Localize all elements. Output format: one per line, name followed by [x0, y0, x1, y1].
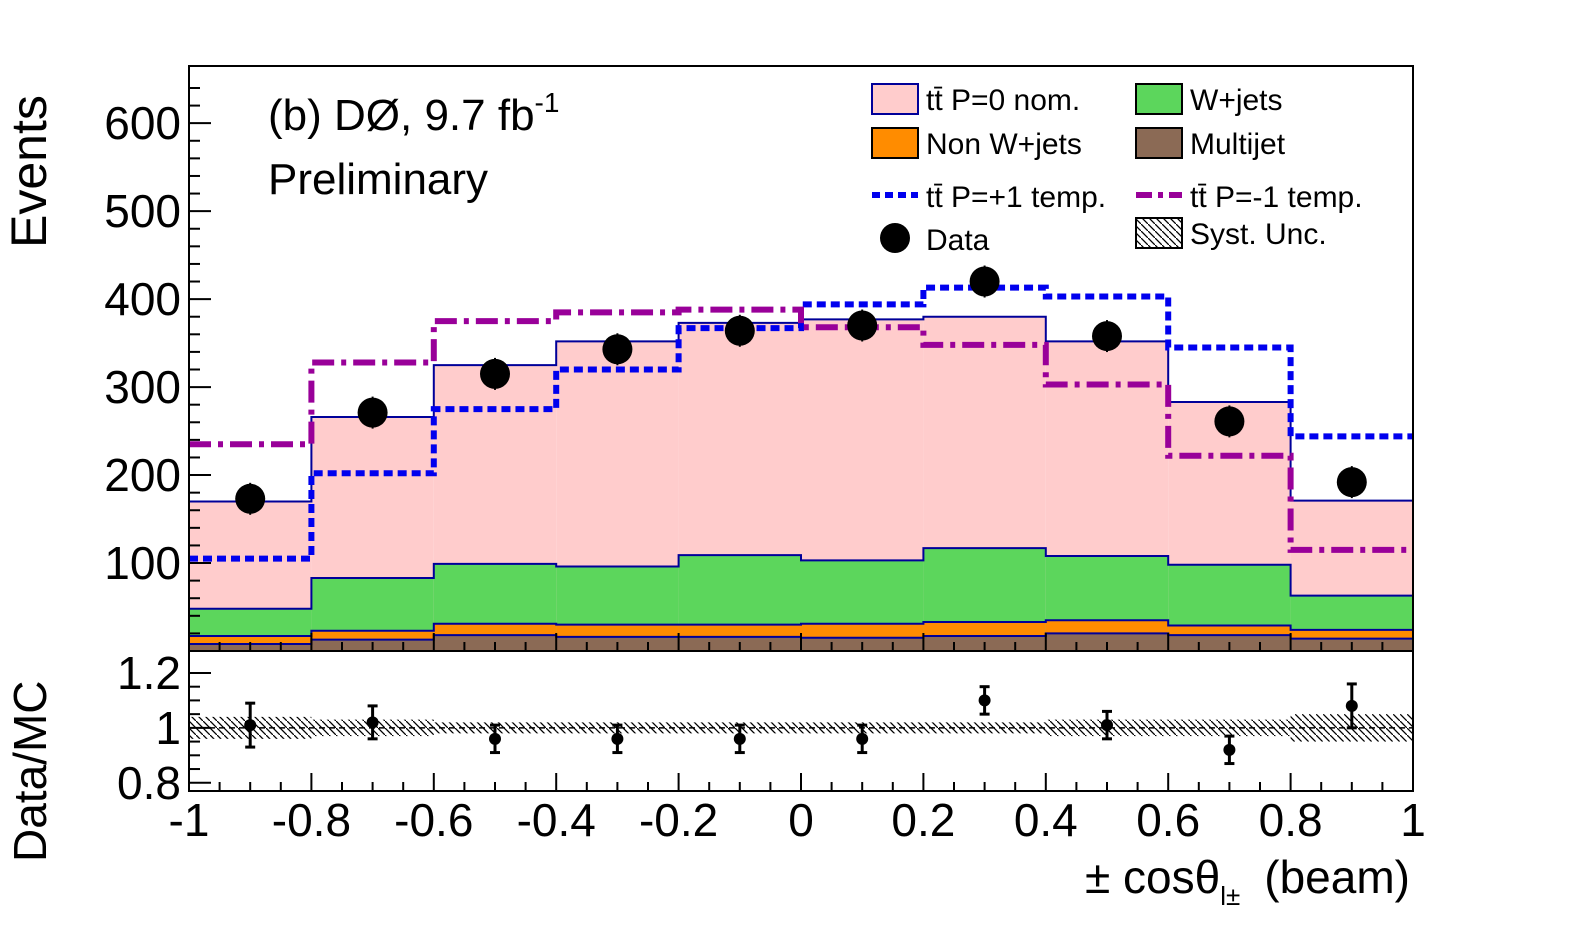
preliminary-label: Preliminary [268, 155, 488, 204]
x-tick-label: -1 [169, 794, 210, 846]
y-tick-label: 300 [104, 361, 181, 413]
legend-label: Syst. Unc. [1190, 218, 1327, 251]
data-point [480, 358, 510, 389]
x-tick-label: 1 [1400, 794, 1426, 846]
x-tick-label: 0.2 [891, 794, 955, 846]
ratio-point [244, 719, 257, 732]
ratio-panel: 0.811.2-1 -0.8 -0.6 -0.4 -0.2 0 0.2 0.4 0.6 0.8 1 … [4, 647, 1426, 911]
data-point [969, 266, 1000, 297]
data-point [1092, 321, 1122, 352]
x-tick-label: -0.6 [394, 794, 473, 846]
ratio-point [978, 694, 991, 707]
data-point [847, 310, 878, 341]
x-tick-label: 0 [788, 794, 814, 846]
legend-label: Multijet [1190, 128, 1286, 161]
x-tick-label: 0.4 [1014, 794, 1078, 846]
main-panel: 100 200 300 400 500 600 (b) DØ, 9.7 fb-1 Prel… [1, 65, 1414, 652]
data-point [724, 315, 755, 346]
legend-swatch [1135, 127, 1183, 159]
legend-entry: tt̄ P=-1 temp. [1136, 181, 1363, 214]
data-point [1214, 406, 1245, 437]
x-tick-label: 0.6 [1136, 794, 1200, 846]
legend-entry: Data [880, 223, 990, 257]
ratio-point [366, 716, 379, 729]
y-tick-label: 500 [104, 185, 181, 237]
legend: tt̄ P=0 nom. W+jets Non W+jets Multijet tt̄ … [871, 83, 1363, 257]
legend-label: tt̄ P=0 nom. [926, 84, 1080, 117]
y-axis-label-events: Events [1, 95, 57, 248]
ratio-axes: 0.811.2-1 -0.8 -0.6 -0.4 -0.2 0 0.2 0.4 0.6 0.8 1 [117, 647, 1426, 846]
legend-entry: tt̄ P=+1 temp. [872, 181, 1106, 214]
ratio-point [489, 732, 501, 745]
data-point [357, 397, 388, 428]
data-point [235, 483, 266, 514]
experiment-label: (b) DØ, 9.7 fb-1 [268, 87, 559, 140]
stack-outline [189, 619, 1413, 638]
legend-entry: Multijet [1135, 127, 1286, 161]
y-axis-label-ratio: Data/MC [4, 681, 56, 862]
legend-label: W+jets [1190, 84, 1283, 117]
ratio-point [1223, 743, 1236, 756]
ratio-plot-area [189, 682, 1413, 766]
ratio-y-tick-label: 0.8 [117, 757, 181, 809]
data-point [602, 334, 633, 365]
legend-label: Data [926, 224, 990, 257]
ratio-point [1101, 719, 1113, 732]
legend-entry: W+jets [1135, 83, 1283, 117]
template-line [189, 306, 1413, 553]
legend-label: tt̄ P=+1 temp. [926, 181, 1106, 214]
stack-outline [189, 547, 1413, 610]
ratio-point [856, 732, 869, 745]
y-tick-label: 100 [104, 537, 181, 589]
y-tick-label: 200 [104, 449, 181, 501]
legend-swatch [1135, 217, 1183, 249]
main-plot-area [189, 265, 1413, 651]
y-tick-label: 600 [104, 97, 181, 149]
legend-swatch [871, 127, 919, 159]
legend-swatch [871, 83, 919, 115]
ratio-y-tick-label: 1 [155, 702, 181, 754]
x-tick-label: -0.8 [272, 794, 351, 846]
x-tick-label: -0.4 [517, 794, 596, 846]
y-tick-label: 400 [104, 273, 181, 325]
ratio-y-tick-label: 1.2 [117, 647, 181, 699]
main-axes: 100 200 300 400 500 600 [104, 86, 1414, 652]
x-tick-label: -0.2 [639, 794, 718, 846]
x-axis-label: ± cosθl± (beam) [1085, 851, 1410, 911]
data-point [1336, 467, 1367, 498]
ratio-point [611, 732, 624, 745]
legend-entry: tt̄ P=0 nom. [871, 83, 1080, 117]
legend-entry: Syst. Unc. [1135, 217, 1327, 251]
legend-entry: Non W+jets [871, 127, 1082, 161]
legend-label: Non W+jets [926, 128, 1082, 161]
x-tick-label: 0.8 [1259, 794, 1323, 846]
legend-label: tt̄ P=-1 temp. [1190, 181, 1363, 214]
ratio-point [733, 732, 746, 745]
legend-swatch [1135, 83, 1183, 115]
ratio-point [1345, 699, 1358, 712]
legend-swatch [880, 223, 910, 253]
